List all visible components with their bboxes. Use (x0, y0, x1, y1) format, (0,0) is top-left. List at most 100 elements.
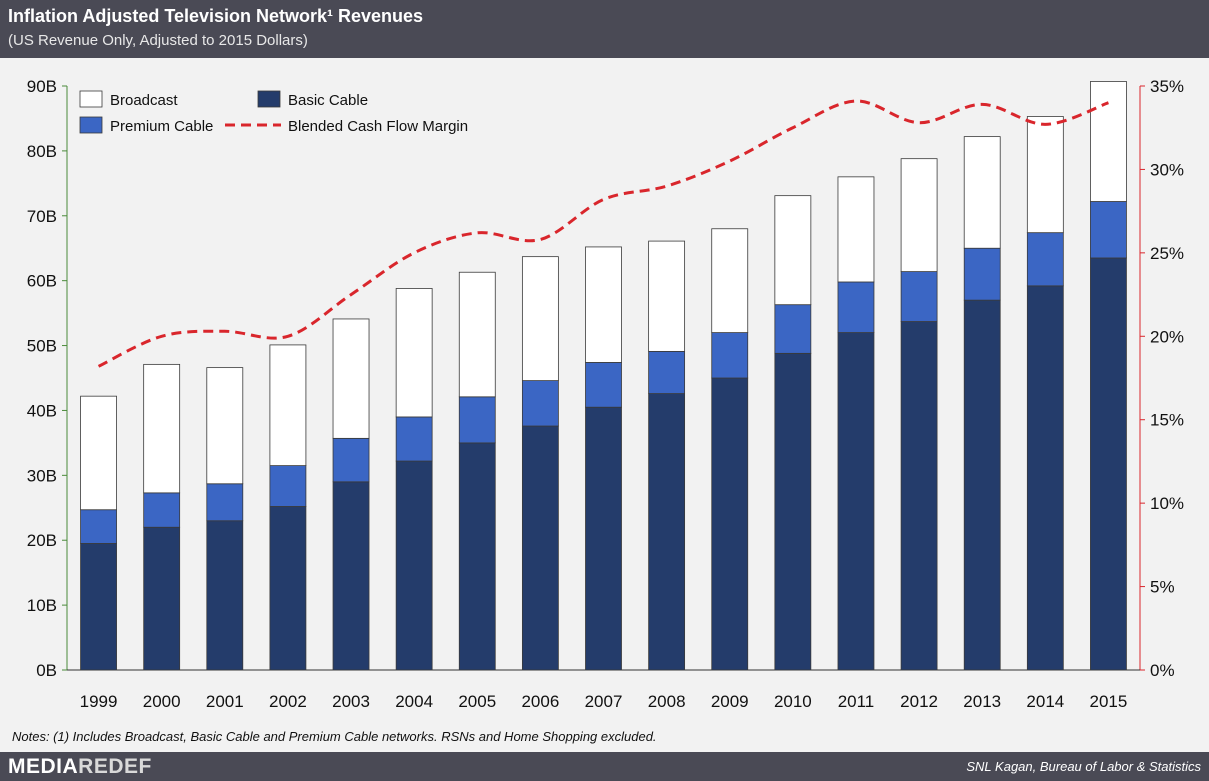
x-tick-label: 2010 (774, 692, 812, 711)
bar-basic-cable (395, 460, 433, 671)
bar-premium-cable (648, 350, 686, 394)
bar-basic-cable (1026, 285, 1064, 671)
legend-label: Broadcast (110, 92, 178, 109)
right-tick-label: 0% (1150, 661, 1175, 680)
chart-footer: MEDIAREDEF SNL Kagan, Bureau of Labor & … (0, 752, 1209, 781)
bar-broadcast (774, 195, 812, 306)
bar-premium-cable (1090, 201, 1127, 259)
bar-basic-cable (963, 299, 1001, 671)
bar-premium-cable (80, 509, 117, 544)
legend-swatch (79, 116, 103, 134)
revenue-chart: 0B 10B 20B 30B 40B 50B 60B 70B 80B 90B 0% 5% 10% 15% 2… (27, 77, 1184, 711)
x-tick-label: 2015 (1090, 692, 1128, 711)
margin-line (97, 99, 1109, 368)
legend-label: Basic Cable (288, 92, 368, 109)
bar-basic-cable (711, 377, 749, 671)
bar-basic-cable (837, 332, 875, 671)
bar-premium-cable (332, 437, 370, 483)
bar-basic-cable (521, 425, 559, 671)
x-tick-label: 2005 (458, 692, 496, 711)
bar-broadcast (332, 318, 370, 439)
right-tick-label: 30% (1150, 160, 1184, 179)
bar-premium-cable (837, 281, 875, 333)
bar-broadcast (711, 228, 749, 333)
bar-premium-cable (711, 332, 749, 379)
media-redef-logo: MEDIAREDEF (8, 755, 152, 779)
bar-basic-cable (774, 352, 812, 671)
bar-basic-cable (332, 481, 370, 671)
x-tick-label: 2012 (900, 692, 938, 711)
right-tick-label: 5% (1150, 578, 1175, 597)
bar-basic-cable (585, 406, 622, 671)
x-tick-label: 2006 (521, 692, 559, 711)
chart-subtitle: (US Revenue Only, Adjusted to 2015 Dolla… (8, 32, 308, 49)
bar-broadcast (900, 158, 938, 272)
x-tick-label: 2003 (332, 692, 370, 711)
chart-header: Inflation Adjusted Television Network¹ R… (0, 0, 1209, 58)
bar-broadcast (458, 271, 496, 398)
bar-basic-cable (458, 442, 496, 671)
bar-premium-cable (143, 492, 181, 528)
left-tick-label: 90B (27, 77, 57, 96)
bar-broadcast (395, 288, 433, 418)
bar-broadcast (521, 256, 559, 381)
bar-broadcast (963, 136, 1001, 249)
bar-premium-cable (395, 416, 433, 462)
left-tick-label: 0B (36, 661, 57, 680)
right-tick-label: 20% (1150, 327, 1184, 346)
chart-title: Inflation Adjusted Television Network¹ R… (8, 6, 424, 26)
left-tick-label: 60B (27, 272, 57, 291)
bar-broadcast (648, 240, 686, 352)
bar-premium-cable (900, 271, 938, 322)
chart-notes: Notes: (1) Includes Broadcast, Basic Cab… (12, 729, 657, 744)
legend-swatch (79, 90, 103, 108)
left-tick-label: 50B (27, 337, 57, 356)
bar-premium-cable (963, 247, 1001, 301)
legend-label: Premium Cable (110, 118, 213, 135)
x-tick-label: 2002 (269, 692, 307, 711)
right-tick-label: 10% (1150, 494, 1184, 513)
bar-premium-cable (458, 396, 496, 444)
x-tick-label: 2001 (206, 692, 244, 711)
bar-broadcast (143, 363, 181, 494)
source-credit: SNL Kagan, Bureau of Labor & Statistics (966, 759, 1201, 774)
bar-premium-cable (521, 380, 559, 427)
x-tick-label: 2009 (711, 692, 749, 711)
bar-basic-cable (269, 506, 307, 671)
bar-broadcast (269, 344, 307, 467)
left-tick-label: 20B (27, 531, 57, 550)
right-tick-label: 35% (1150, 77, 1184, 96)
bar-basic-cable (206, 520, 244, 671)
bar-premium-cable (269, 465, 307, 507)
bar-broadcast (206, 367, 244, 485)
legend-label: Blended Cash Flow Margin (288, 118, 468, 135)
bar-basic-cable (80, 543, 117, 671)
bar-premium-cable (1026, 232, 1064, 287)
bar-premium-cable (585, 362, 622, 408)
logo-redef-text: REDEF (78, 755, 152, 778)
x-tick-label: 2004 (395, 692, 433, 711)
left-tick-label: 70B (27, 207, 57, 226)
x-tick-label: 2007 (585, 692, 623, 711)
x-tick-label: 2014 (1026, 692, 1064, 711)
bar-basic-cable (143, 526, 181, 671)
right-tick-label: 15% (1150, 411, 1184, 430)
bar-basic-cable (1090, 257, 1127, 671)
left-tick-label: 80B (27, 142, 57, 161)
bar-broadcast (585, 246, 622, 363)
left-tick-label: 40B (27, 401, 57, 420)
left-tick-label: 10B (27, 596, 57, 615)
bar-premium-cable (206, 483, 244, 522)
x-tick-label: 2013 (963, 692, 1001, 711)
right-tick-label: 25% (1150, 244, 1184, 263)
bar-basic-cable (900, 321, 938, 671)
x-tick-label: 1999 (80, 692, 118, 711)
bar-broadcast (1026, 116, 1064, 234)
bar-broadcast (837, 176, 875, 283)
bar-basic-cable (648, 393, 686, 671)
legend-swatch (257, 90, 281, 108)
bar-broadcast (1090, 81, 1127, 202)
x-tick-label: 2000 (143, 692, 181, 711)
x-tick-label: 2008 (648, 692, 686, 711)
left-tick-label: 30B (27, 466, 57, 485)
